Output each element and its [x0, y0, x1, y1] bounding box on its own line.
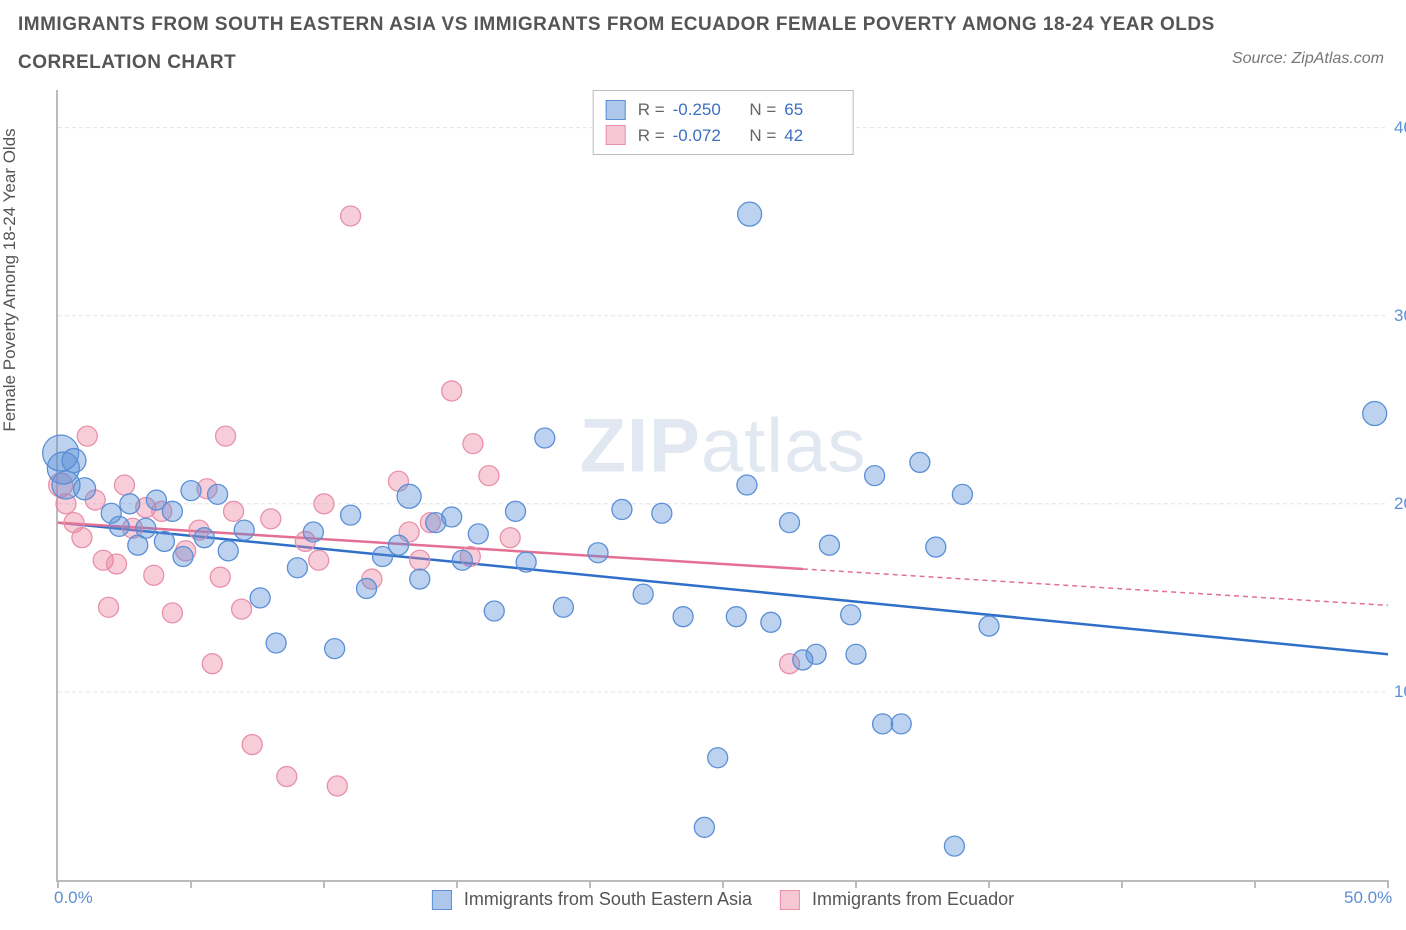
source-prefix: Source:: [1232, 50, 1292, 67]
legend-pink-text: Immigrants from Ecuador: [812, 889, 1014, 910]
xtick-label: 50.0%: [1344, 888, 1392, 908]
pink-swatch-icon: [606, 125, 626, 145]
legend-item-blue: Immigrants from South Eastern Asia: [432, 889, 752, 910]
blue-n-value: 65: [784, 97, 840, 123]
r-label: R =: [638, 97, 665, 123]
chart-title-line2: CORRELATION CHART: [18, 52, 236, 74]
ytick-label: 40.0%: [1394, 118, 1406, 138]
plot-svg: [58, 90, 1388, 880]
plot-area: ZIPatlas R = -0.250 N = 65 R = -0.072 N …: [56, 90, 1388, 882]
ytick-label: 10.0%: [1394, 682, 1406, 702]
source-credit: Source: ZipAtlas.com: [1232, 50, 1384, 68]
pink-r-value: -0.072: [673, 123, 729, 149]
stats-panel: R = -0.250 N = 65 R = -0.072 N = 42: [593, 90, 854, 155]
legend-blue-text: Immigrants from South Eastern Asia: [464, 889, 752, 910]
r-label-2: R =: [638, 123, 665, 149]
pink-swatch-icon-b: [780, 890, 800, 910]
pink-n-value: 42: [784, 123, 840, 149]
blue-r-value: -0.250: [673, 97, 729, 123]
bottom-legend: Immigrants from South Eastern Asia Immig…: [432, 889, 1014, 910]
stats-row-pink: R = -0.072 N = 42: [606, 123, 841, 149]
stats-row-blue: R = -0.250 N = 65: [606, 97, 841, 123]
n-label-2: N =: [749, 123, 776, 149]
blue-swatch-icon-b: [432, 890, 452, 910]
n-label: N =: [749, 97, 776, 123]
ytick-label: 20.0%: [1394, 494, 1406, 514]
chart-title-line1: IMMIGRANTS FROM SOUTH EASTERN ASIA VS IM…: [18, 14, 1215, 36]
legend-item-pink: Immigrants from Ecuador: [780, 889, 1014, 910]
y-axis-label: Female Poverty Among 18-24 Year Olds: [0, 80, 20, 480]
source-link[interactable]: ZipAtlas.com: [1292, 50, 1384, 67]
xtick-label: 0.0%: [54, 888, 93, 908]
ytick-label: 30.0%: [1394, 306, 1406, 326]
blue-swatch-icon: [606, 100, 626, 120]
chart-container: IMMIGRANTS FROM SOUTH EASTERN ASIA VS IM…: [0, 0, 1406, 930]
